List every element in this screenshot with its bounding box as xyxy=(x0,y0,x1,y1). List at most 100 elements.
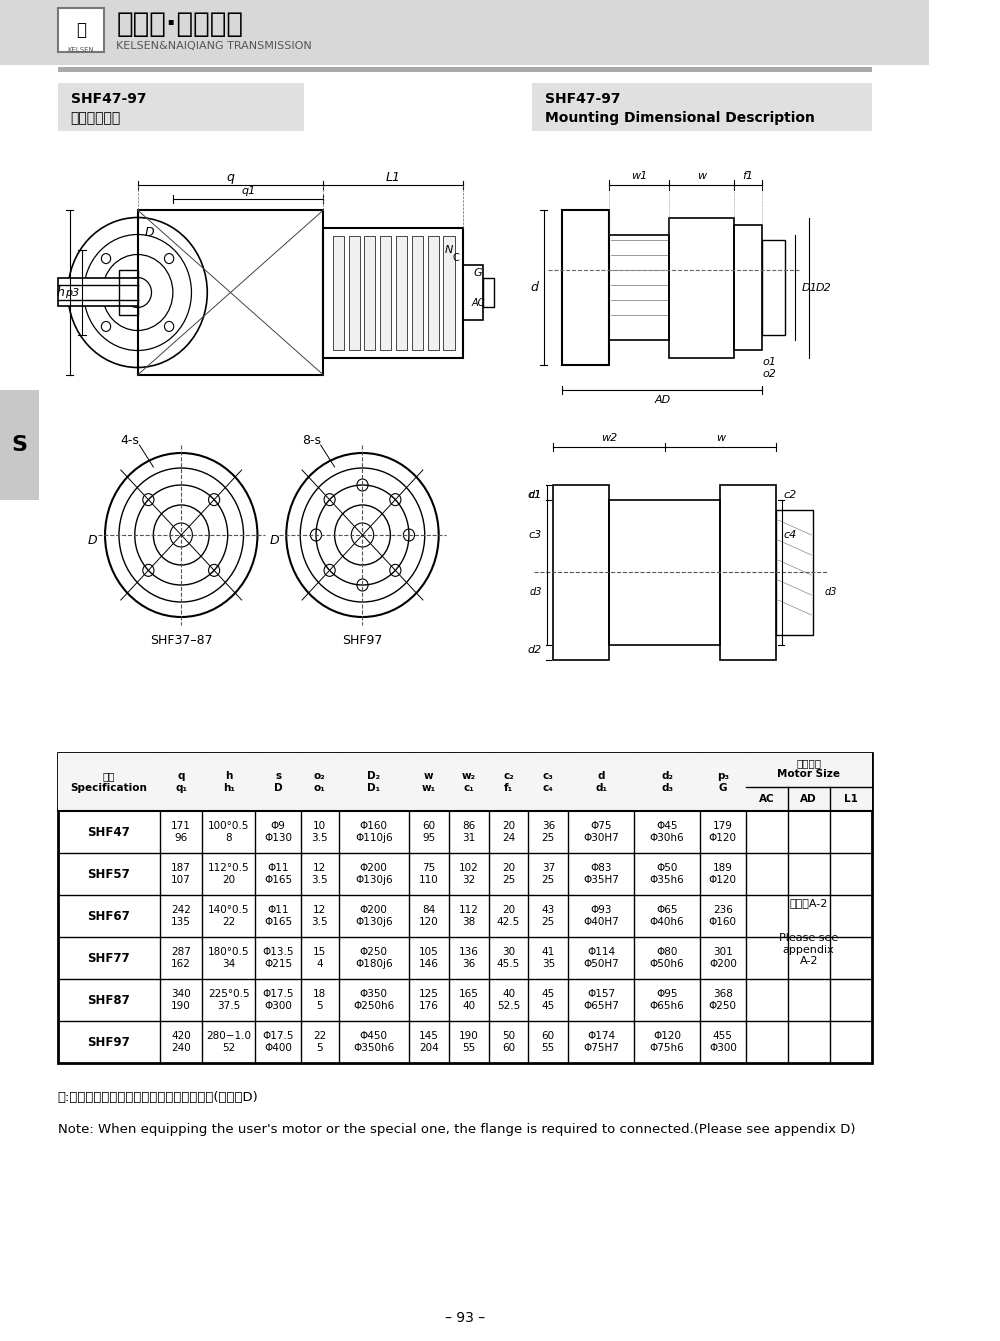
Text: Φ157
Φ65H7: Φ157 Φ65H7 xyxy=(583,990,619,1011)
Text: 规格
Specification: 规格 Specification xyxy=(70,771,147,793)
Bar xyxy=(119,270,138,315)
Text: Please see
appendix
A-2: Please see appendix A-2 xyxy=(779,933,838,967)
Bar xyxy=(669,219,734,358)
Text: 280−1.0
52: 280−1.0 52 xyxy=(206,1031,251,1053)
Bar xyxy=(58,83,304,131)
Text: SHF97: SHF97 xyxy=(342,633,383,646)
Text: Φ17.5
Φ300: Φ17.5 Φ300 xyxy=(262,990,294,1011)
Text: Φ200
Φ130j6: Φ200 Φ130j6 xyxy=(355,905,393,927)
Text: c₂
f₁: c₂ f₁ xyxy=(503,771,514,793)
Bar xyxy=(720,485,776,660)
Text: 236
Φ160: 236 Φ160 xyxy=(709,905,737,927)
Text: 100°0.5
8: 100°0.5 8 xyxy=(208,821,249,842)
Text: 50
60: 50 60 xyxy=(502,1031,515,1053)
Text: d3: d3 xyxy=(529,587,542,597)
Bar xyxy=(58,8,104,52)
Text: s
D: s D xyxy=(274,771,283,793)
Text: c3: c3 xyxy=(529,530,542,540)
Text: d1: d1 xyxy=(528,489,542,500)
Text: c1: c1 xyxy=(529,489,542,500)
Text: 112°0.5
20: 112°0.5 20 xyxy=(208,864,250,885)
Text: o₂
o₁: o₂ o₁ xyxy=(314,771,326,793)
Text: 43
25: 43 25 xyxy=(542,905,555,927)
Text: 36
25: 36 25 xyxy=(542,821,555,842)
Text: c4: c4 xyxy=(784,530,797,540)
Bar xyxy=(609,500,720,645)
Text: 🐕: 🐕 xyxy=(76,21,86,39)
Text: d
d₁: d d₁ xyxy=(595,771,607,793)
Text: 368
Φ250: 368 Φ250 xyxy=(709,990,737,1011)
Text: 见附录A-2: 见附录A-2 xyxy=(790,898,828,908)
Text: 225°0.5
37.5: 225°0.5 37.5 xyxy=(208,990,250,1011)
Text: 30
45.5: 30 45.5 xyxy=(497,947,520,968)
Text: q: q xyxy=(227,170,234,184)
Bar xyxy=(412,236,423,350)
Text: h
h₁: h h₁ xyxy=(223,771,235,793)
Text: – 93 –: – 93 – xyxy=(445,1311,485,1325)
Text: 171
96: 171 96 xyxy=(171,821,191,842)
Text: Φ95
Φ65h6: Φ95 Φ65h6 xyxy=(650,990,685,1011)
Text: SHF57: SHF57 xyxy=(87,868,130,881)
Text: Φ9
Φ130: Φ9 Φ130 xyxy=(264,821,292,842)
Bar xyxy=(532,83,872,131)
Text: G: G xyxy=(473,268,482,278)
Text: 40
52.5: 40 52.5 xyxy=(497,990,520,1011)
Text: D: D xyxy=(88,534,98,547)
Bar xyxy=(349,236,360,350)
Text: 22
5: 22 5 xyxy=(313,1031,326,1053)
Text: 187
107: 187 107 xyxy=(171,864,191,885)
Bar xyxy=(762,240,785,335)
Text: 145
204: 145 204 xyxy=(419,1031,439,1053)
Text: Mounting Dimensional Description: Mounting Dimensional Description xyxy=(545,111,815,125)
Bar xyxy=(609,235,669,341)
Text: Φ450
Φ350h6: Φ450 Φ350h6 xyxy=(353,1031,394,1053)
Text: 电机尺寸
Motor Size: 电机尺寸 Motor Size xyxy=(777,758,840,779)
Text: Φ200
Φ130j6: Φ200 Φ130j6 xyxy=(355,864,393,885)
Text: Φ120
Φ75h6: Φ120 Φ75h6 xyxy=(650,1031,685,1053)
Text: o2: o2 xyxy=(763,369,777,380)
Bar xyxy=(776,510,813,636)
Text: 112
38: 112 38 xyxy=(459,905,479,927)
Bar xyxy=(333,236,344,350)
Text: AD: AD xyxy=(654,396,670,405)
Text: d: d xyxy=(530,282,538,294)
Bar xyxy=(734,225,762,350)
Bar xyxy=(58,278,138,306)
Text: Φ17.5
Φ400: Φ17.5 Φ400 xyxy=(262,1031,294,1053)
Bar xyxy=(483,278,494,307)
Text: Φ45
Φ30h6: Φ45 Φ30h6 xyxy=(650,821,684,842)
Text: C: C xyxy=(452,253,459,263)
Text: Φ80
Φ50h6: Φ80 Φ50h6 xyxy=(650,947,684,968)
Text: w1: w1 xyxy=(631,172,647,181)
Text: SHF87: SHF87 xyxy=(87,994,130,1007)
Text: Φ174
Φ75H7: Φ174 Φ75H7 xyxy=(583,1031,619,1053)
Text: p₃
G: p₃ G xyxy=(717,771,729,793)
Text: p3: p3 xyxy=(65,287,80,298)
Text: 15
4: 15 4 xyxy=(313,947,326,968)
Text: 140°0.5
22: 140°0.5 22 xyxy=(208,905,250,927)
Text: 安装结构尺寸: 安装结构尺寸 xyxy=(71,111,121,125)
Text: 凯尔森·耐强传动: 凯尔森·耐强传动 xyxy=(116,9,243,38)
Bar xyxy=(553,485,609,660)
Text: SHF47: SHF47 xyxy=(87,826,130,838)
Text: 84
120: 84 120 xyxy=(419,905,439,927)
Text: D: D xyxy=(145,225,155,239)
Text: 注:电机需方配或配特殊电机时需加联接法兰(见附录D): 注:电机需方配或配特殊电机时需加联接法兰(见附录D) xyxy=(58,1092,258,1104)
Text: 75
110: 75 110 xyxy=(419,864,439,885)
Text: 190
55: 190 55 xyxy=(459,1031,479,1053)
Bar xyxy=(58,754,872,811)
Text: 105
146: 105 146 xyxy=(419,947,439,968)
Text: 60
95: 60 95 xyxy=(422,821,436,842)
Bar xyxy=(396,236,407,350)
Text: D1: D1 xyxy=(802,283,818,292)
Text: 125
176: 125 176 xyxy=(419,990,439,1011)
Bar xyxy=(58,754,872,1063)
Text: AC: AC xyxy=(471,298,484,308)
Text: 37
25: 37 25 xyxy=(542,864,555,885)
Text: Φ160
Φ110j6: Φ160 Φ110j6 xyxy=(355,821,393,842)
Text: KELSEN&NAIQIANG TRANSMISSION: KELSEN&NAIQIANG TRANSMISSION xyxy=(116,42,312,51)
Text: Φ65
Φ40h6: Φ65 Φ40h6 xyxy=(650,905,684,927)
Text: SHF77: SHF77 xyxy=(87,952,130,964)
Text: w: w xyxy=(716,433,725,443)
Text: AC: AC xyxy=(759,794,774,805)
